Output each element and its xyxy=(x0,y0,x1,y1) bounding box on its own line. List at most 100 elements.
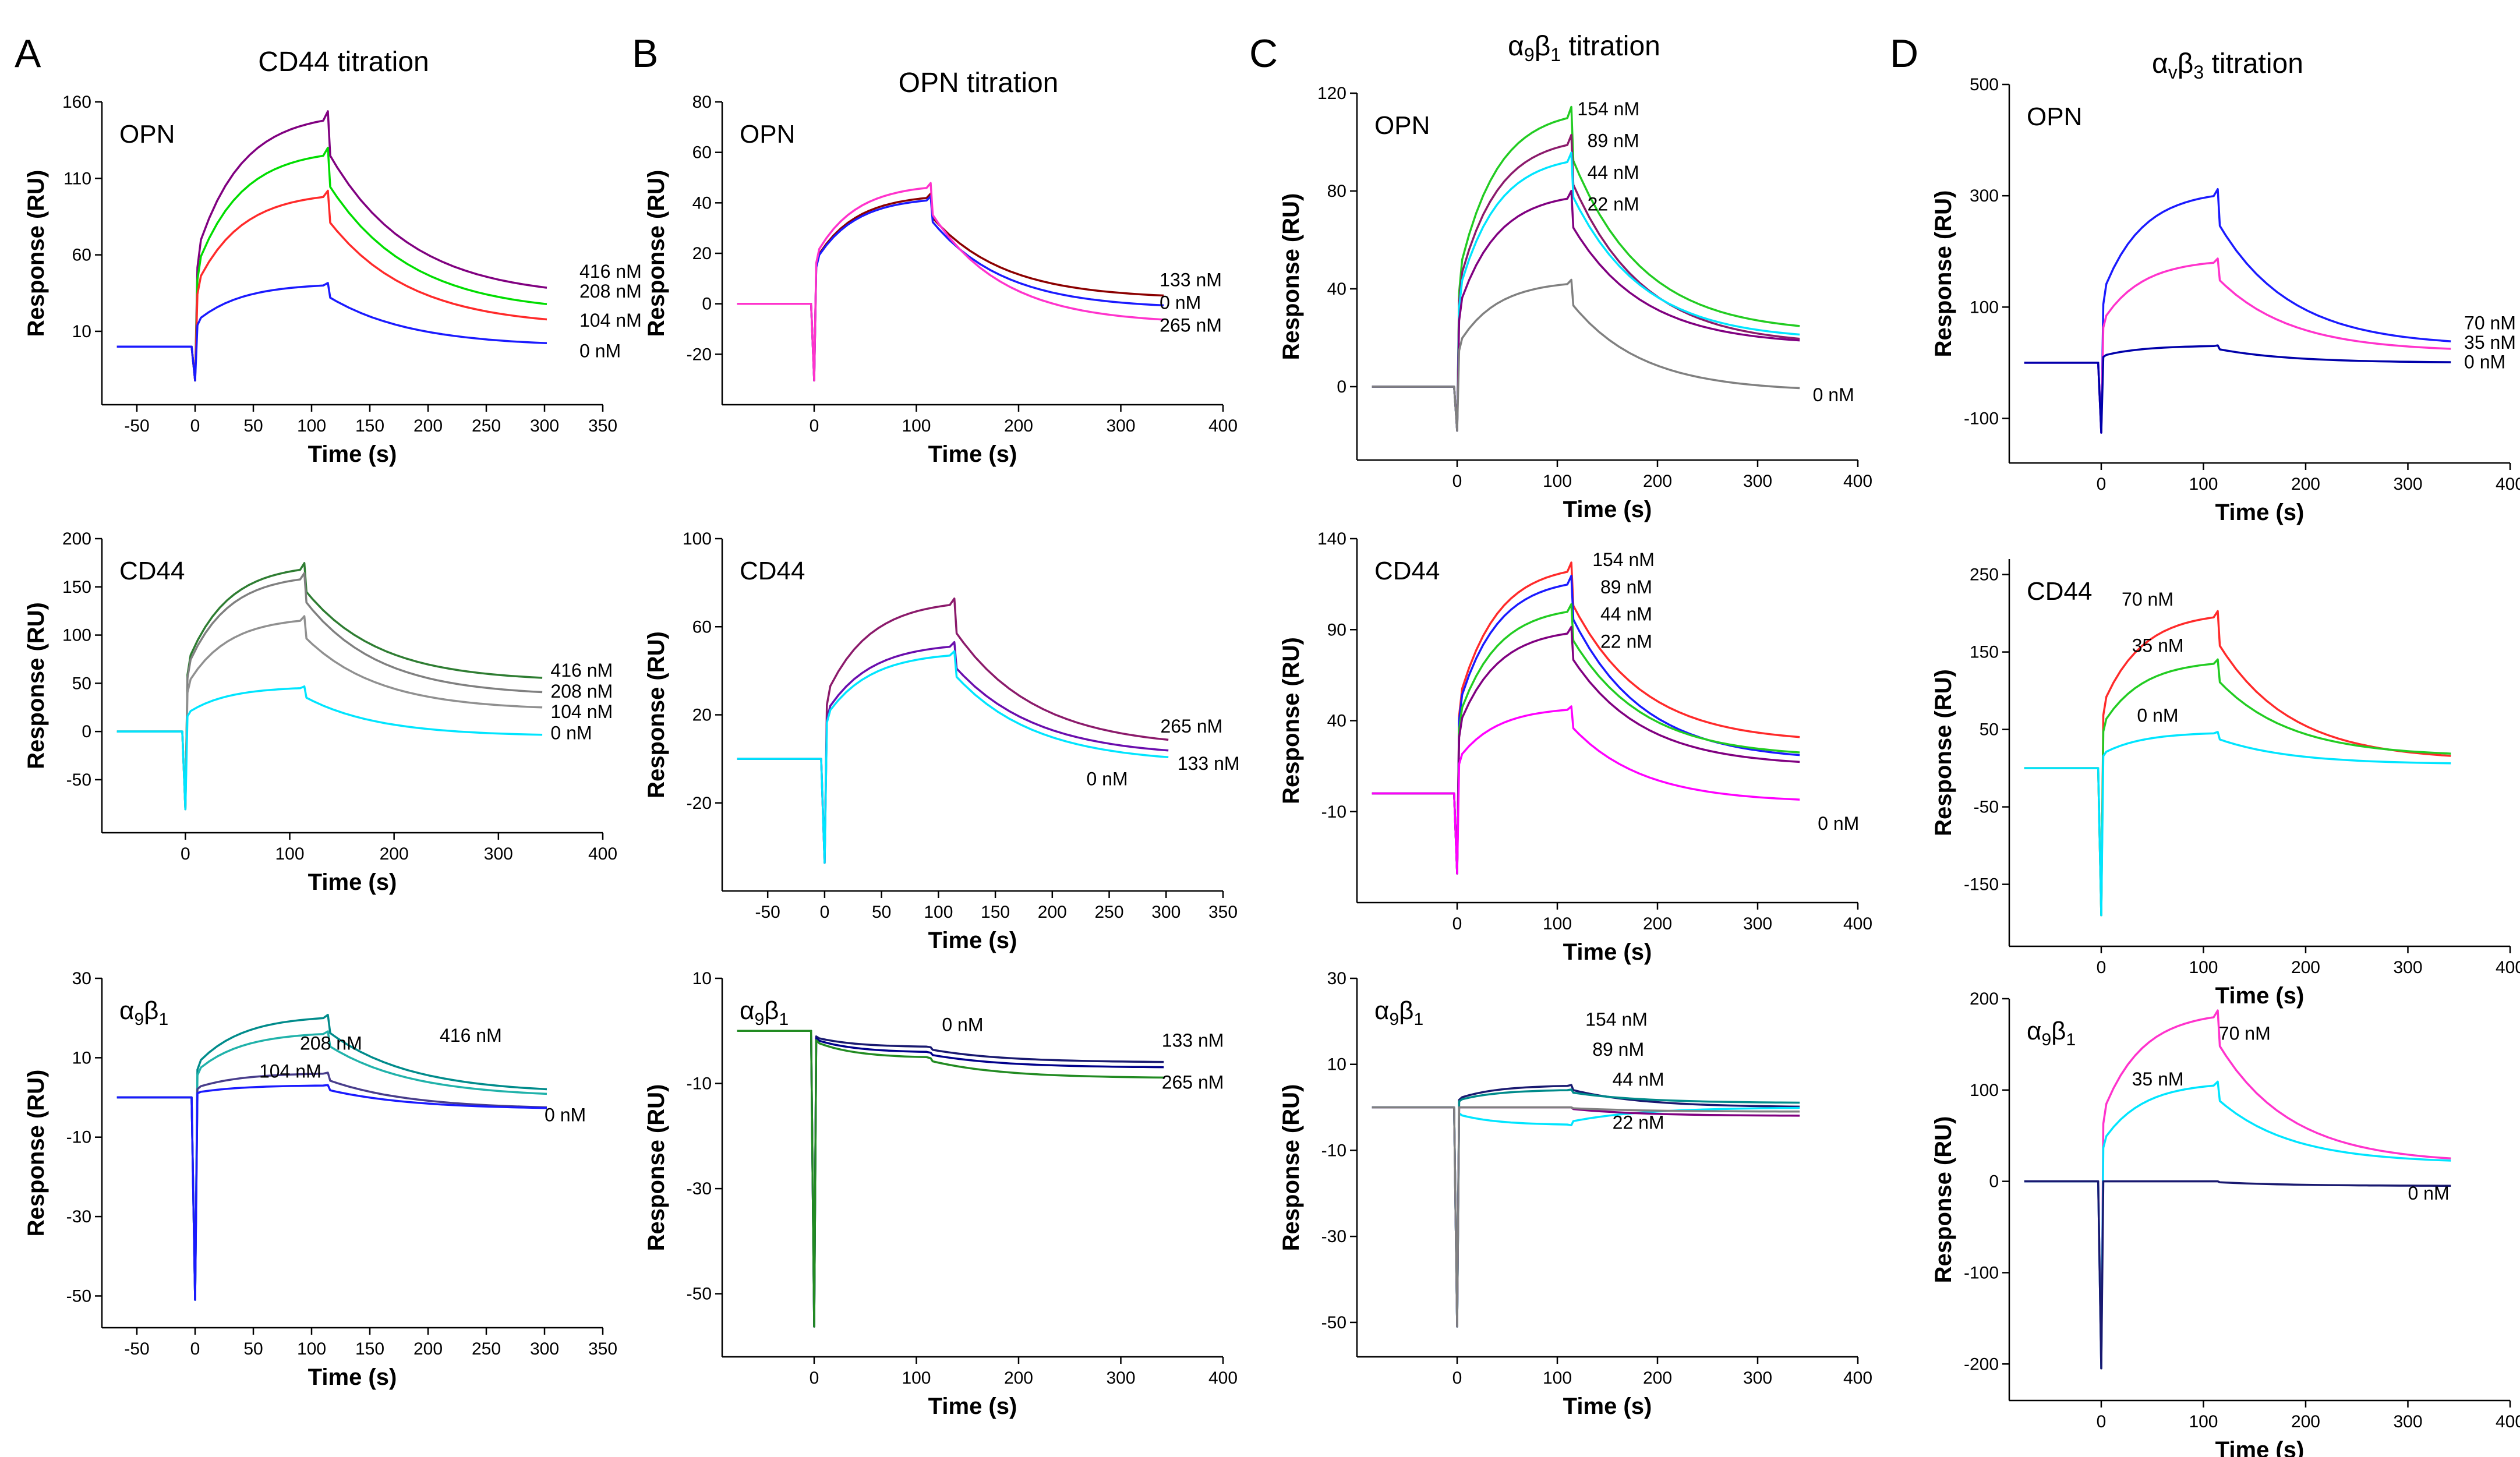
x-tick-label: 200 xyxy=(1643,914,1672,933)
y-tick-label: 100 xyxy=(683,529,712,549)
panel-title: α9β1 xyxy=(740,996,789,1029)
x-tick-label: 200 xyxy=(380,844,409,864)
series-line-104-nm xyxy=(116,1071,547,1301)
panel-title: OPN xyxy=(2027,102,2082,131)
x-tick-label: 150 xyxy=(981,903,1010,922)
x-tick-label: 300 xyxy=(1106,1368,1135,1388)
y-tick-label: -150 xyxy=(1964,875,1999,894)
panel-title: CD44 xyxy=(740,557,805,585)
concentration-label: 265 nM xyxy=(1160,314,1222,335)
x-tick-label: 200 xyxy=(1038,903,1067,922)
concentration-label: 0 nM xyxy=(1086,769,1128,790)
y-tick-label: 20 xyxy=(692,244,712,263)
x-tick-label: 0 xyxy=(2097,1412,2107,1431)
column-title-d-pre: α xyxy=(2152,48,2168,79)
chart-c3: 0 100 200 300 400 -50 -30 -10 10 30 Time (s) Respon… xyxy=(1278,969,1872,1419)
y-tick-label: 60 xyxy=(72,246,91,265)
x-tick-label: 200 xyxy=(1643,1368,1672,1388)
y-tick-label: 30 xyxy=(1327,969,1346,988)
x-tick-label: 0 xyxy=(190,416,200,436)
concentration-label: 89 nM xyxy=(1592,1039,1644,1060)
concentration-label: 208 nM xyxy=(300,1033,362,1054)
concentration-label: 416 nM xyxy=(440,1025,502,1046)
y-tick-label: 300 xyxy=(1970,186,1999,206)
series-line-133-nm xyxy=(737,1030,1164,1328)
y-tick-label: 140 xyxy=(1317,529,1346,549)
y-tick-label: 10 xyxy=(1327,1055,1346,1074)
y-tick-label: 160 xyxy=(62,93,91,112)
concentration-label: 44 nM xyxy=(1600,604,1652,625)
panel-title: OPN xyxy=(1374,111,1430,140)
concentration-label: 70 nM xyxy=(2219,1023,2271,1044)
x-tick-label: 300 xyxy=(530,1339,559,1359)
concentration-label: 0 nM xyxy=(2464,352,2505,373)
y-tick-label: 0 xyxy=(702,295,712,314)
y-tick-label: -50 xyxy=(66,1286,91,1306)
series-line-70-nm xyxy=(2024,188,2451,434)
x-tick-label: 250 xyxy=(1095,903,1124,922)
y-tick-label: -50 xyxy=(66,770,91,790)
concentration-label: 104 nM xyxy=(259,1060,321,1081)
column-title-a: CD44 titration xyxy=(258,47,429,77)
column-title-d: αvβ3 titration xyxy=(2152,48,2303,83)
y-tick-label: 40 xyxy=(692,193,712,213)
x-tick-label: 300 xyxy=(2393,475,2422,494)
x-tick-label: 200 xyxy=(1643,472,1672,491)
y-axis-label: Response (RU) xyxy=(23,602,49,769)
series-line-416-nm xyxy=(116,110,547,382)
x-tick-label: 400 xyxy=(588,844,617,864)
x-tick-label: 350 xyxy=(1208,903,1238,922)
column-title-c-pre: α xyxy=(1508,31,1524,62)
concentration-label: 89 nM xyxy=(1588,130,1639,151)
x-tick-label: 0 xyxy=(810,416,819,436)
y-tick-label: -30 xyxy=(66,1207,91,1226)
series-line-154-nm xyxy=(1372,561,1800,875)
series-line-0-nm xyxy=(1372,705,1800,875)
y-tick-label: 0 xyxy=(1989,1172,1999,1191)
x-tick-label: 100 xyxy=(2189,1412,2218,1431)
series-line-154-nm xyxy=(1372,1084,1800,1328)
series-line-154-nm xyxy=(1372,105,1800,432)
x-tick-label: 250 xyxy=(472,1339,501,1359)
concentration-label: 0 nM xyxy=(579,341,621,362)
x-tick-label: 300 xyxy=(1151,903,1181,922)
concentration-label: 0 nM xyxy=(545,1104,586,1125)
chart-d3: 0 100 200 300 400 -200 -100 0 100 200 Time (s) Resp… xyxy=(1931,989,2520,1457)
x-tick-label: 250 xyxy=(472,416,501,436)
concentration-label: 70 nM xyxy=(2122,589,2173,610)
y-tick-label: -10 xyxy=(687,1074,712,1094)
x-tick-label: 0 xyxy=(181,844,190,864)
x-tick-label: 150 xyxy=(355,1339,384,1359)
column-title-d-sub1: v xyxy=(2168,62,2178,83)
chart-a1: -50 0 50 100 150 200 250 300 350 10 60 110 160 Time (… xyxy=(23,93,642,467)
y-tick-label: 40 xyxy=(1327,712,1346,731)
chart-a2: 0 100 200 300 400 -50 0 50 100 150 200 Time (s) Resp… xyxy=(23,529,617,895)
series-line-0-nm xyxy=(737,195,1164,382)
y-tick-label: -100 xyxy=(1964,1263,1999,1282)
y-axis-label: Response (RU) xyxy=(23,1070,49,1237)
series-line-0-nm xyxy=(737,1030,1164,1328)
x-tick-label: 200 xyxy=(2291,475,2320,494)
x-axis-label: Time (s) xyxy=(928,928,1017,953)
series-line-22-nm xyxy=(1372,1106,1800,1328)
series-line-0-nm xyxy=(116,282,547,382)
x-axis-label: Time (s) xyxy=(1563,497,1652,522)
series-line-0-nm xyxy=(2024,731,2451,917)
x-tick-label: 150 xyxy=(355,416,384,436)
concentration-label: 0 nM xyxy=(2408,1183,2449,1204)
concentration-label: 416 nM xyxy=(550,660,613,681)
y-tick-label: 30 xyxy=(72,969,91,988)
chart-a3: -50 0 50 100 150 200 250 300 350 -50 -30 -10 10 30 Tim… xyxy=(23,969,617,1390)
column-title-d-mid: β xyxy=(2178,48,2194,79)
concentration-label: 133 nM xyxy=(1162,1030,1224,1051)
column-title-c-sub2: 1 xyxy=(1550,44,1561,65)
concentration-label: 104 nM xyxy=(550,701,613,722)
series-line-0-nm xyxy=(116,685,543,811)
y-tick-label: 80 xyxy=(692,93,712,112)
x-tick-label: 300 xyxy=(484,844,513,864)
concentration-label: 0 nM xyxy=(1818,813,1859,834)
y-axis-label: Response (RU) xyxy=(644,170,669,337)
y-tick-label: -50 xyxy=(1974,798,1999,817)
x-tick-label: 0 xyxy=(810,1368,819,1388)
panel-letter-a: A xyxy=(15,31,41,76)
